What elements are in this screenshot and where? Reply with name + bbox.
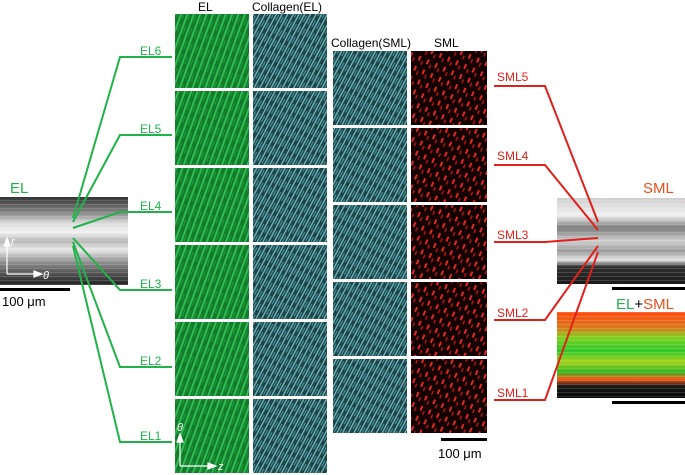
sml2-connector xyxy=(494,245,599,321)
sml-layer-label-sml2: SML2 xyxy=(497,306,529,320)
collagen-sml-image-column xyxy=(333,51,407,433)
right-sml-title: SML xyxy=(643,180,674,197)
sml-layer-label-sml3: SML3 xyxy=(497,228,529,242)
left-axes-indicator xyxy=(3,236,44,278)
merge-title-plus: + xyxy=(634,296,643,313)
el-layer-label-el2: EL2 xyxy=(140,354,162,368)
sml1-connector xyxy=(494,251,599,401)
el5-connector xyxy=(72,134,172,223)
sml-layer-label-sml1: SML1 xyxy=(497,386,529,400)
collagen-el-image-column xyxy=(253,14,327,473)
header-sml: SML xyxy=(434,36,459,50)
el-image-el4 xyxy=(175,168,249,242)
el-layer-label-el3: EL3 xyxy=(140,277,162,291)
el-image-el2 xyxy=(175,322,249,396)
right-lower-scalebar xyxy=(612,401,685,404)
sml-image-column xyxy=(411,51,487,433)
right-upper-scalebar xyxy=(612,287,685,290)
el-image-column xyxy=(175,14,249,473)
merge-title-sml: SML xyxy=(643,296,674,313)
collagen-el-image-el5 xyxy=(253,91,327,165)
sml-image-sml5 xyxy=(411,51,487,125)
collagen-sml-image-sml3 xyxy=(333,205,407,279)
left-scalebar xyxy=(0,288,70,291)
sml-image-sml3 xyxy=(411,205,487,279)
left-section-title: EL xyxy=(10,180,28,197)
center-scalebar xyxy=(441,438,487,441)
collagen-el-image-el1 xyxy=(253,399,327,473)
collagen-el-image-el6 xyxy=(253,14,327,88)
sml-connector-lines xyxy=(494,85,599,401)
left-axis-theta-label: θ xyxy=(43,270,49,282)
el-image-el1 xyxy=(175,399,249,473)
el-image-el3 xyxy=(175,245,249,319)
merge-title: EL+SML xyxy=(616,296,674,313)
bottom-axis-z-label: z xyxy=(217,461,224,473)
sml-image-sml1 xyxy=(411,359,487,433)
el3-connector xyxy=(72,237,172,291)
el-image-el5 xyxy=(175,91,249,165)
collagen-el-image-el4 xyxy=(253,168,327,242)
center-scalebar-label: 100 μm xyxy=(438,446,482,461)
el-layer-label-el4: EL4 xyxy=(140,199,162,213)
collagen-el-image-el3 xyxy=(253,245,327,319)
merge-title-el: EL xyxy=(616,296,634,313)
sml-layer-label-sml4: SML4 xyxy=(497,149,529,163)
sml-image-sml2 xyxy=(411,282,487,356)
bottom-axis-theta-label: θ xyxy=(177,422,183,434)
el6-connector xyxy=(72,56,172,219)
el-connector-lines xyxy=(72,56,172,443)
bottom-axes-indicator xyxy=(176,432,218,470)
left-axis-r-label: r xyxy=(11,236,16,248)
el-layer-label-el1: EL1 xyxy=(140,429,162,443)
sml5-connector xyxy=(494,85,599,223)
collagen-el-image-el2 xyxy=(253,322,327,396)
sml4-connector xyxy=(494,164,599,231)
el-layer-label-el6: EL6 xyxy=(140,44,162,58)
el2-connector xyxy=(72,241,172,368)
collagen-sml-image-sml1 xyxy=(333,359,407,433)
el1-connector xyxy=(72,245,172,443)
el4-connector xyxy=(72,211,172,229)
collagen-sml-image-sml2 xyxy=(333,282,407,356)
sml3-connector xyxy=(494,237,599,243)
left-scalebar-label: 100 μm xyxy=(2,294,46,309)
header-collagen-sml: Collagen(SML) xyxy=(331,36,411,50)
sml-layer-label-sml5: SML5 xyxy=(497,70,529,84)
header-el: EL xyxy=(198,0,213,14)
sml-image-sml4 xyxy=(411,128,487,202)
el-layer-label-el5: EL5 xyxy=(140,122,162,136)
el-image-el6 xyxy=(175,14,249,88)
header-collagen-el: Collagen(EL) xyxy=(252,0,322,14)
collagen-sml-image-sml5 xyxy=(333,51,407,125)
collagen-sml-image-sml4 xyxy=(333,128,407,202)
